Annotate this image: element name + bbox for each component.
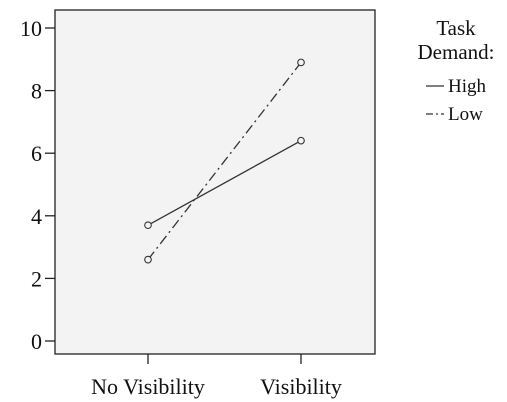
- series-lines: [147, 62, 302, 261]
- legend-label-low: Low: [448, 104, 483, 125]
- y-tick-label: 2: [31, 266, 42, 291]
- y-tick-label: 0: [31, 329, 42, 354]
- y-tick-label: 8: [31, 79, 42, 104]
- data-point-low: [297, 58, 305, 67]
- x-axis: No Visibility Visibility: [91, 354, 342, 399]
- series-line-low: [147, 62, 302, 261]
- plot-area: [54, 9, 376, 355]
- legend-title-line2: Demand:: [418, 40, 495, 64]
- legend-title-line1: Task: [436, 16, 476, 40]
- y-tick-label: 6: [31, 141, 42, 166]
- legend: Task Demand: High Low: [418, 16, 495, 125]
- y-tick-label: 10: [20, 16, 42, 41]
- x-tick-label: No Visibility: [91, 374, 205, 399]
- x-tick-label: Visibility: [260, 374, 342, 399]
- y-tick-label: 4: [31, 204, 42, 229]
- series-points: [144, 58, 305, 264]
- data-point-high: [144, 221, 152, 230]
- legend-label-high: High: [448, 76, 487, 97]
- y-axis: 0 2 4 6 8 10: [20, 16, 55, 354]
- data-point-high: [297, 136, 305, 145]
- data-point-low: [144, 255, 152, 264]
- series-line-high: [147, 140, 302, 226]
